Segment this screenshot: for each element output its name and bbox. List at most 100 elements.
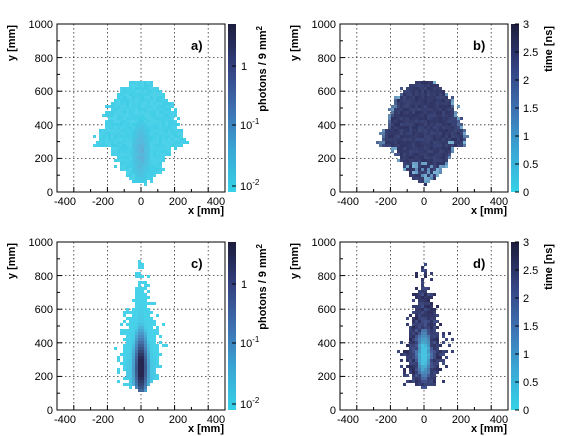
heatmap-cell <box>150 174 153 177</box>
heatmap-cell <box>409 353 412 356</box>
heatmap-cell <box>400 114 403 117</box>
heatmap-cell <box>150 332 153 335</box>
heatmap-cell <box>415 344 418 347</box>
heatmap-cell <box>427 326 430 329</box>
heatmap-cell <box>427 93 430 96</box>
heatmap-cell <box>415 341 418 344</box>
heatmap-cell <box>409 341 412 344</box>
heatmap-cell <box>424 144 427 147</box>
heatmap-cell <box>111 135 114 138</box>
heatmap-cell <box>129 171 132 174</box>
heatmap-cell <box>135 371 138 374</box>
heatmap-cell <box>427 111 430 114</box>
heatmap-cell <box>388 117 391 120</box>
heatmap-cell <box>132 105 135 108</box>
heatmap-cell <box>135 156 138 159</box>
heatmap-cell <box>150 126 153 129</box>
heatmap-cell <box>427 90 430 93</box>
heatmap-cell <box>180 144 183 147</box>
heatmap-cell <box>418 180 421 183</box>
heatmap-cell <box>448 111 451 114</box>
heatmap-cell <box>424 371 427 374</box>
heatmap-cell <box>427 108 430 111</box>
heatmap-cell <box>141 329 144 332</box>
heatmap-cell <box>388 120 391 123</box>
heatmap-cell <box>448 126 451 129</box>
heatmap-cell <box>159 138 162 141</box>
heatmap-cell <box>147 147 150 150</box>
heatmap-cell <box>421 332 424 335</box>
heatmap-cell <box>162 344 165 347</box>
heatmap-cell <box>445 114 448 117</box>
heatmap-cell <box>147 377 150 380</box>
heatmap-cell <box>150 132 153 135</box>
heatmap-cell <box>409 314 412 317</box>
heatmap-cell <box>132 177 135 180</box>
heatmap-cell <box>141 123 144 126</box>
heatmap-cell <box>141 129 144 132</box>
heatmap-cell <box>132 87 135 90</box>
heatmap-cell <box>433 311 436 314</box>
heatmap-cell <box>427 141 430 144</box>
heatmap-cell <box>448 117 451 120</box>
heatmap-cell <box>129 329 132 332</box>
heatmap-cell <box>463 144 466 147</box>
heatmap-cell <box>120 108 123 111</box>
heatmap-cell <box>147 162 150 165</box>
heatmap-cell <box>412 326 415 329</box>
heatmap-cell <box>412 359 415 362</box>
heatmap-cell <box>147 90 150 93</box>
heatmap-cell <box>123 332 126 335</box>
heatmap-cell <box>114 99 117 102</box>
heatmap-cell <box>135 168 138 171</box>
heatmap-cell <box>135 344 138 347</box>
heatmap-cell <box>159 111 162 114</box>
heatmap-cell <box>153 144 156 147</box>
heatmap-cell <box>159 335 162 338</box>
x-tick-label: 400 <box>207 414 225 426</box>
heatmap-cell <box>138 353 141 356</box>
heatmap-cell <box>436 165 439 168</box>
heatmap-cell <box>156 87 159 90</box>
heatmap-cell <box>150 114 153 117</box>
heatmap-cell <box>451 96 454 99</box>
heatmap-cell <box>141 380 144 383</box>
heatmap-cell <box>445 165 448 168</box>
heatmap-cell <box>135 368 138 371</box>
heatmap-cell <box>132 159 135 162</box>
heatmap-cell <box>391 108 394 111</box>
heatmap-cell <box>138 305 141 308</box>
heatmap-cell <box>126 362 129 365</box>
heatmap-cell <box>132 320 135 323</box>
heatmap-cell <box>135 329 138 332</box>
heatmap-cell <box>430 302 433 305</box>
heatmap-cell <box>448 332 451 335</box>
heatmap-cell <box>448 344 451 347</box>
heatmap-cell <box>415 171 418 174</box>
heatmap-cell <box>159 168 162 171</box>
heatmap-cell <box>388 129 391 132</box>
heatmap-cell <box>129 84 132 87</box>
heatmap-cell <box>436 305 439 308</box>
heatmap-cell <box>138 162 141 165</box>
heatmap-cell <box>421 290 424 293</box>
heatmap-cell <box>415 90 418 93</box>
heatmap-cell <box>141 332 144 335</box>
heatmap-cell <box>132 108 135 111</box>
heatmap-cell <box>451 108 454 111</box>
heatmap-cell <box>436 335 439 338</box>
heatmap-cell <box>144 111 147 114</box>
colorbar-tick-label: 1.5 <box>523 321 538 333</box>
heatmap-cell <box>171 105 174 108</box>
heatmap-cell <box>424 162 427 165</box>
heatmap-cell <box>430 87 433 90</box>
heatmap-cell <box>397 96 400 99</box>
heatmap-cell <box>424 287 427 290</box>
heatmap-cell <box>412 96 415 99</box>
heatmap-cell <box>421 108 424 111</box>
heatmap-cell <box>412 171 415 174</box>
heatmap-cell <box>123 99 126 102</box>
heatmap-cell <box>421 386 424 389</box>
heatmap-cell <box>138 350 141 353</box>
heatmap-cell <box>132 180 135 183</box>
